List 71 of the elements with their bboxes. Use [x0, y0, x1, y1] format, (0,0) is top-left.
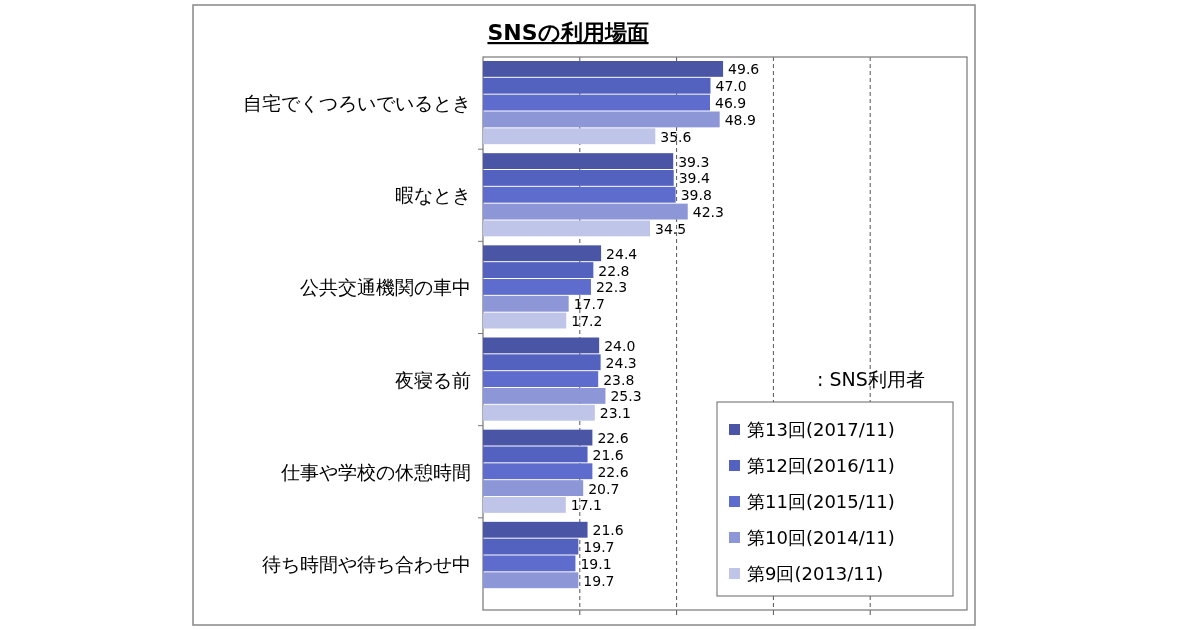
data-label: 22.6 — [597, 430, 629, 447]
data-label: 17.7 — [573, 296, 605, 313]
data-label: 24.4 — [606, 245, 638, 262]
data-label: 23.8 — [603, 371, 635, 388]
bar — [483, 170, 674, 186]
bar — [483, 153, 674, 169]
bar — [483, 279, 591, 295]
data-label: 20.7 — [588, 480, 620, 497]
data-label: 49.6 — [728, 61, 760, 78]
bar — [483, 94, 710, 111]
bar — [483, 429, 593, 446]
legend-label: 第12回(2016/11) — [747, 455, 895, 476]
bar — [483, 538, 579, 555]
y-tick-label: 暇なとき — [395, 184, 471, 207]
data-label: 17.1 — [570, 497, 602, 514]
bar — [483, 555, 576, 572]
bar — [483, 295, 569, 312]
bar — [483, 111, 720, 128]
data-label: 21.6 — [592, 522, 624, 539]
bar — [483, 404, 595, 421]
legend-label: 第13回(2017/11) — [747, 419, 895, 440]
bar — [483, 480, 584, 496]
data-label: 24.0 — [604, 337, 636, 354]
data-label: 22.8 — [598, 262, 630, 279]
bar — [483, 354, 601, 371]
bar — [483, 245, 602, 262]
data-label: 48.9 — [724, 111, 756, 128]
data-label: 39.3 — [678, 153, 710, 170]
bar — [483, 262, 594, 278]
bar — [483, 61, 724, 77]
bar — [483, 371, 599, 387]
bar — [483, 521, 588, 538]
data-label: 46.9 — [715, 95, 747, 112]
bar — [483, 446, 588, 463]
bar — [483, 312, 567, 329]
data-label: 42.3 — [692, 204, 724, 221]
data-label: 34.5 — [654, 220, 687, 237]
y-tick-label: 夜寝る前 — [395, 368, 471, 391]
data-label: 39.8 — [680, 187, 712, 204]
data-label: 21.6 — [592, 446, 624, 463]
legend-label: 第10回(2014/11) — [747, 527, 895, 548]
legend-label: 第11回(2015/11) — [747, 491, 895, 512]
data-label: 35.6 — [660, 128, 692, 145]
bar — [483, 497, 566, 513]
data-label: 24.3 — [605, 354, 637, 371]
chart-title: SNSの利用場面 — [487, 20, 649, 45]
data-label: 22.6 — [597, 463, 629, 480]
bar — [483, 220, 650, 237]
data-label: 22.3 — [595, 279, 628, 296]
legend-label: 第9回(2013/11) — [747, 563, 884, 584]
y-tick-label: 自宅でくつろいでいるとき — [243, 92, 471, 115]
bar — [483, 572, 579, 589]
annotation: : SNS利用者 — [817, 368, 925, 390]
data-label: 19.7 — [583, 539, 615, 556]
bar — [483, 463, 593, 480]
y-tick-label: 待ち時間や待ち合わせ中 — [262, 552, 471, 575]
bar — [483, 388, 606, 404]
bar — [483, 77, 711, 94]
bar — [483, 128, 656, 145]
data-label: 17.2 — [571, 313, 603, 330]
bar — [483, 186, 676, 203]
data-label: 23.1 — [599, 405, 631, 422]
y-tick-label: 仕事や学校の休憩時間 — [280, 460, 471, 483]
y-tick-label: 公共交通機関の車中 — [300, 276, 471, 299]
data-label: 39.4 — [678, 170, 710, 187]
data-label: 47.0 — [715, 78, 747, 95]
data-label: 19.1 — [580, 555, 612, 572]
data-label: 25.3 — [610, 388, 642, 405]
bar — [483, 337, 600, 354]
bar — [483, 203, 688, 220]
data-label: 19.7 — [583, 572, 615, 589]
